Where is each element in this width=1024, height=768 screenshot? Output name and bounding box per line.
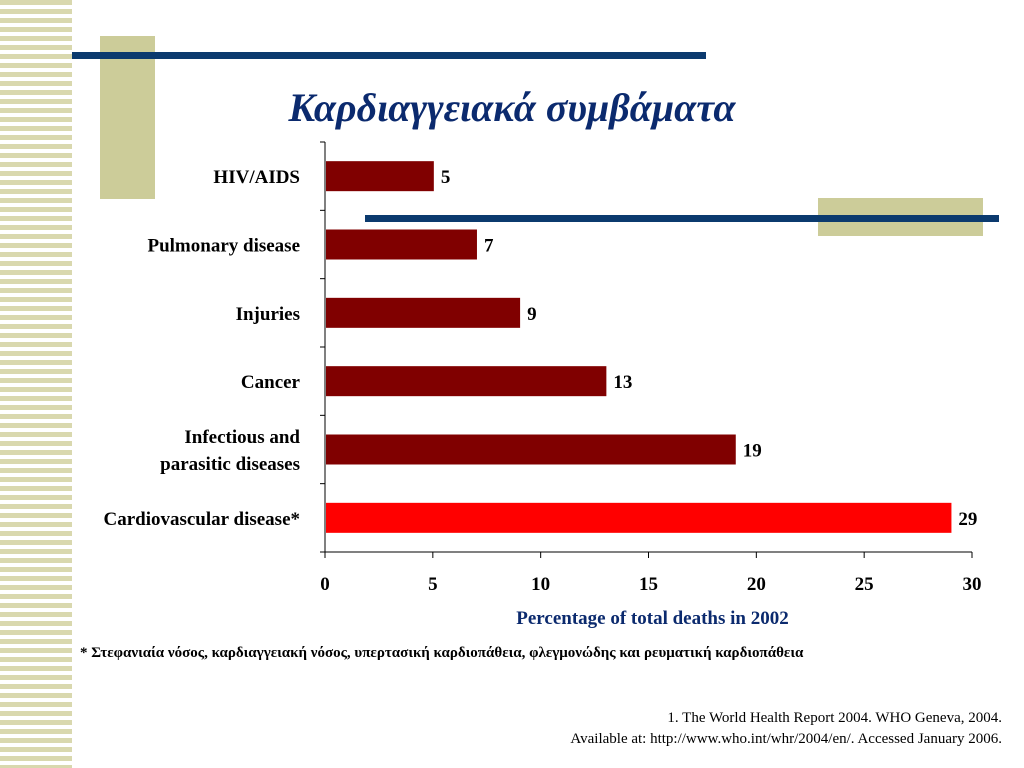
x-tick-label: 0 — [320, 574, 330, 595]
page-title: Καρδιαγγειακά συμβάματα — [288, 85, 736, 130]
data-label: 5 — [441, 167, 451, 188]
data-label: 9 — [527, 304, 537, 325]
data-label: 19 — [743, 441, 762, 462]
category-label: Cardiovascular disease* — [103, 509, 300, 530]
accent-block-top — [100, 36, 155, 199]
left-striped-margin — [0, 0, 72, 768]
category-label: parasitic diseases — [160, 454, 300, 475]
x-tick-label: 15 — [639, 574, 658, 595]
data-label: 13 — [613, 372, 632, 393]
accent-line-top — [72, 52, 706, 59]
x-tick-label: 20 — [747, 574, 766, 595]
source-citation: 1. The World Health Report 2004. WHO Gen… — [570, 708, 1002, 750]
category-label: Cancer — [241, 372, 301, 393]
category-label: Infectious and — [184, 427, 300, 448]
bar — [326, 434, 736, 465]
bar — [326, 229, 477, 260]
bar — [326, 366, 607, 397]
x-tick-label: 10 — [531, 574, 550, 595]
x-tick-label: 30 — [963, 574, 982, 595]
accent-line-middle — [365, 215, 999, 222]
bar — [326, 161, 434, 192]
bar — [326, 502, 952, 533]
source-line-2: Available at: http://www.who.int/whr/200… — [570, 731, 1002, 747]
data-label: 29 — [958, 509, 977, 530]
data-label: 7 — [484, 236, 494, 257]
source-line-1: 1. The World Health Report 2004. WHO Gen… — [667, 710, 1002, 726]
footnote: * Στεφανιαία νόσος, καρδιαγγειακή νόσος,… — [80, 645, 804, 661]
bar-chart: 0 5 10 15 20 25 30 Percentage of total deaths i… — [103, 141, 982, 629]
x-tick-label: 25 — [855, 574, 874, 595]
x-tick-label: 5 — [428, 574, 438, 595]
category-label: HIV/AIDS — [213, 167, 300, 188]
category-label: Pulmonary disease — [147, 236, 300, 257]
bar — [326, 297, 521, 328]
x-axis-title: Percentage of total deaths in 2002 — [516, 608, 788, 629]
category-label: Injuries — [236, 304, 300, 325]
